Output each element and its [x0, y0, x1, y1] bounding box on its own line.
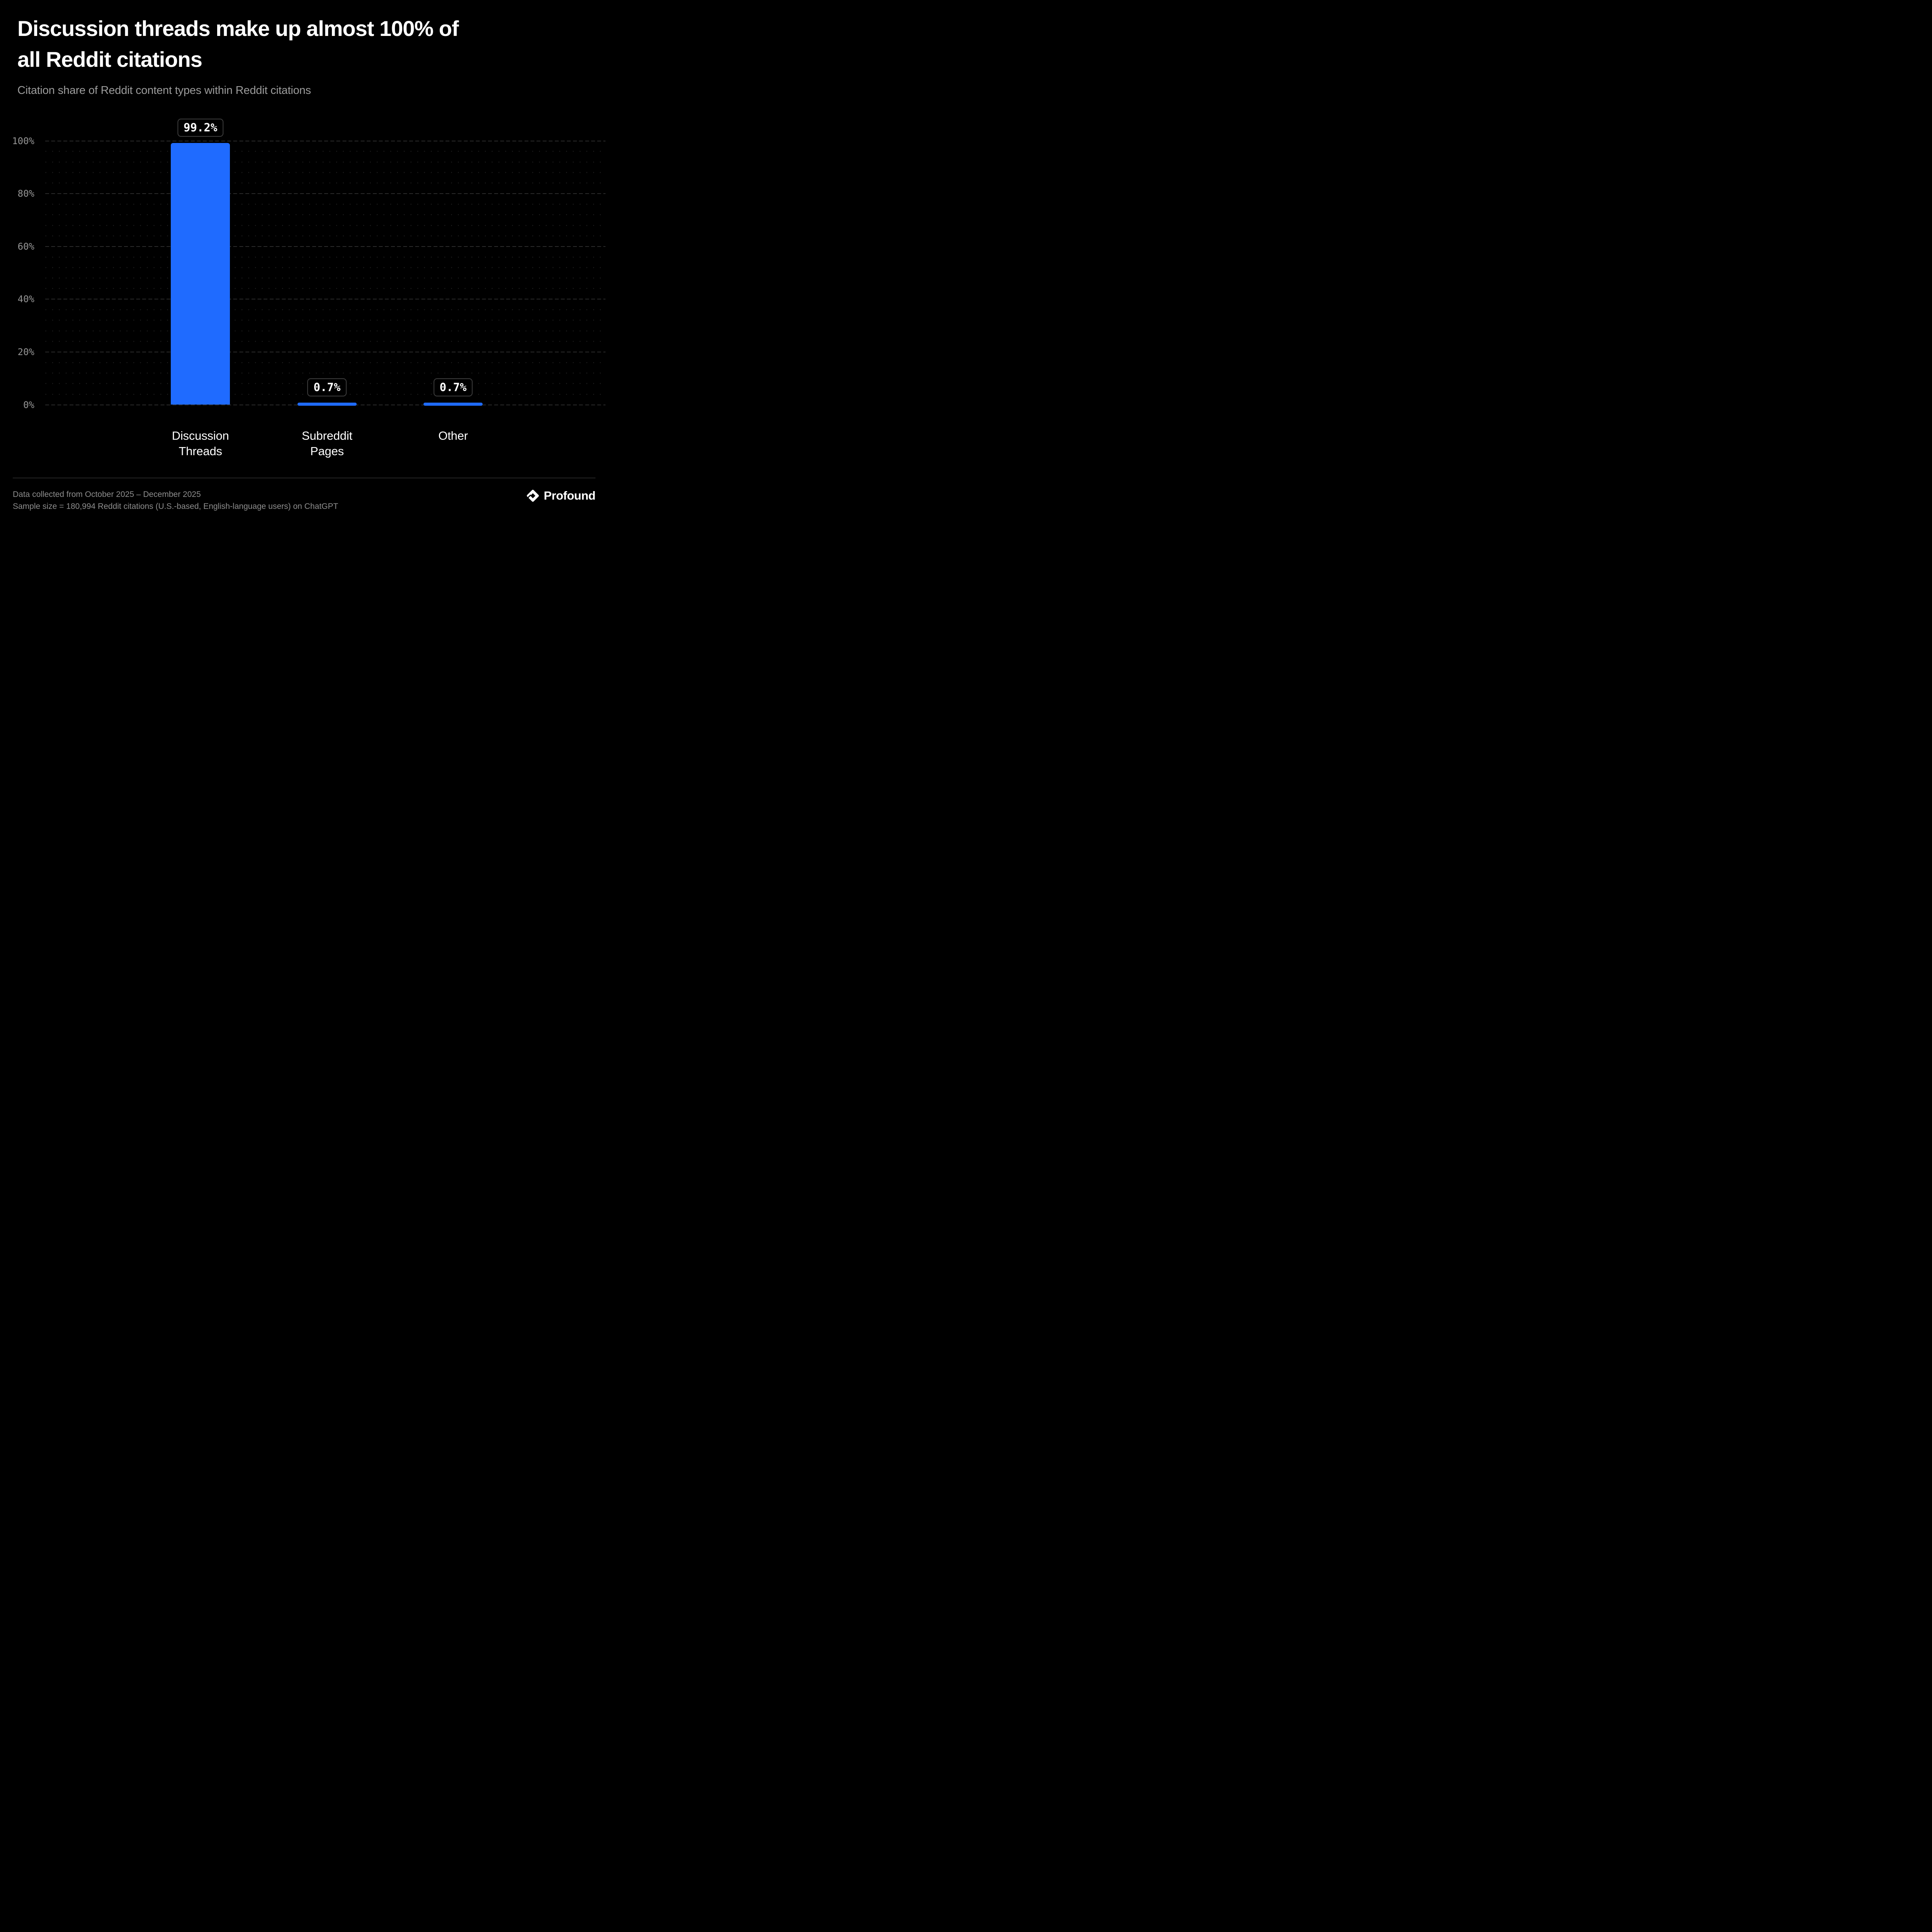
minor-gridline-dots — [45, 320, 605, 321]
category-label-line: Subreddit — [301, 429, 352, 442]
y-tick-label-20: 20% — [17, 346, 34, 357]
y-tick-label-100: 100% — [12, 135, 34, 146]
bar-discussion-threads — [171, 143, 230, 405]
minor-gridline-dots — [45, 203, 605, 205]
minor-gridline-dots — [45, 341, 605, 342]
minor-gridline-dots — [45, 372, 605, 374]
minor-gridline-dots — [45, 288, 605, 289]
category-label-subreddit-pages: Subreddit Pages — [265, 428, 389, 459]
bar-chart-plot-area: 99.2% Discussion Threads 0.7% Subreddit Pages… — [45, 108, 605, 458]
footer-notes: Data collected from October 2025 – Decem… — [13, 488, 338, 512]
page-title-line-1: Discussion threads make up almost 100% o… — [17, 16, 459, 41]
minor-gridline-dots — [45, 330, 605, 332]
bar-other — [423, 402, 483, 406]
page-title: Discussion threads make up almost 100% o… — [17, 13, 589, 75]
profound-logo-text: Profound — [544, 489, 595, 502]
y-tick-label-40: 40% — [17, 294, 34, 305]
minor-gridline-dots — [45, 172, 605, 173]
page-title-line-2: all Reddit citations — [17, 47, 202, 71]
minor-gridline-dots — [45, 161, 605, 163]
major-gridline-80 — [45, 193, 605, 194]
category-label-discussion-threads: Discussion Threads — [139, 428, 262, 459]
minor-gridline-dots — [45, 182, 605, 184]
minor-gridline-dots — [45, 256, 605, 258]
minor-gridline-dots — [45, 309, 605, 311]
category-label-line: Other — [438, 429, 468, 442]
value-badge-other: 0.7% — [433, 378, 473, 396]
minor-gridline-dots — [45, 151, 605, 152]
bar-subreddit-pages — [297, 402, 357, 406]
y-tick-label-0: 0% — [23, 399, 34, 410]
category-label-line: Discussion — [172, 429, 229, 442]
minor-gridline-dots — [45, 362, 605, 363]
profound-logo-icon — [526, 490, 539, 502]
page-subtitle: Citation share of Reddit content types w… — [17, 84, 311, 97]
minor-gridline-dots — [45, 214, 605, 216]
category-label-line: Threads — [179, 444, 222, 458]
minor-gridline-dots — [45, 235, 605, 236]
y-tick-label-60: 60% — [17, 241, 34, 252]
footer-note-collection-period: Data collected from October 2025 – Decem… — [13, 490, 201, 499]
category-label-other: Other — [391, 428, 515, 444]
minor-gridline-dots — [45, 267, 605, 268]
y-tick-label-80: 80% — [17, 188, 34, 199]
minor-gridline-dots — [45, 224, 605, 226]
profound-logo: Profound — [526, 488, 595, 504]
minor-gridline-dots — [45, 277, 605, 279]
value-badge-subreddit-pages: 0.7% — [307, 378, 347, 396]
footer-note-sample-size: Sample size = 180,994 Reddit citations (… — [13, 502, 338, 511]
infographic-canvas: Discussion threads make up almost 100% o… — [0, 0, 608, 524]
major-gridline-60 — [45, 246, 605, 247]
value-badge-discussion-threads: 99.2% — [177, 118, 224, 137]
category-label-line: Pages — [310, 444, 344, 458]
